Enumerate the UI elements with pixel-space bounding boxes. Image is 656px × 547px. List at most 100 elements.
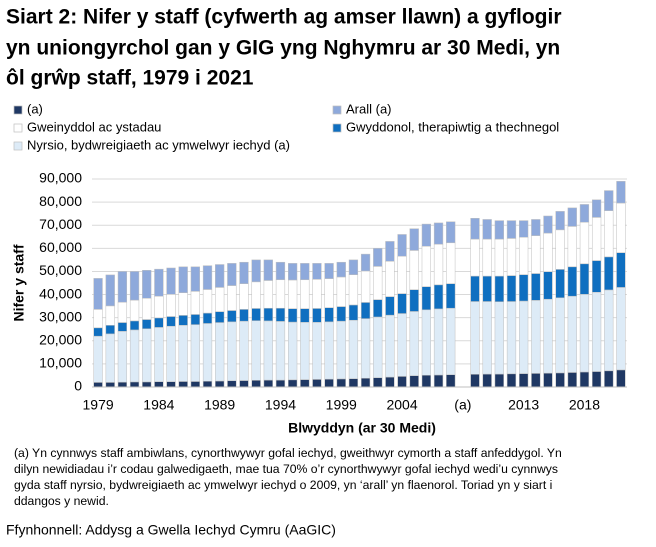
- bar-segment: [591, 217, 602, 261]
- bar-segment: [494, 275, 504, 302]
- bar-segment: [506, 373, 517, 388]
- bar-segment: [616, 181, 626, 204]
- bar-segment: [397, 313, 407, 377]
- bar-segment: [142, 270, 152, 299]
- legend-label: (a): [27, 101, 43, 116]
- bar-segment: [239, 320, 249, 381]
- bar-segment: [142, 381, 152, 388]
- y-tick-label: 80,000: [39, 193, 82, 209]
- bar-segment: [360, 302, 371, 319]
- bar-segment: [202, 289, 213, 314]
- legend-swatch: [13, 105, 23, 115]
- y-tick-label: 50,000: [39, 262, 82, 278]
- bar-segment: [421, 223, 432, 247]
- bar-segment: [202, 265, 213, 290]
- bar-segment: [117, 301, 128, 323]
- bar-segment: [312, 308, 322, 323]
- bar-segment: [567, 295, 577, 373]
- bar-segment: [506, 301, 517, 375]
- bar-segment: [263, 307, 273, 322]
- bar-segment: [348, 319, 359, 379]
- bar-segment: [105, 305, 115, 326]
- bar-segment: [543, 215, 553, 234]
- bar-segment: [105, 382, 115, 388]
- bar-segment: [385, 261, 395, 297]
- y-tick-label: 10,000: [39, 355, 82, 371]
- bar-segment: [348, 304, 359, 321]
- bar-segment: [117, 271, 128, 303]
- chart-title: ôl grŵp staff, 1979 i 2021: [6, 67, 254, 90]
- bar-segment: [555, 229, 565, 270]
- x-tick-label: (a): [454, 397, 471, 413]
- bar-segment: [421, 374, 432, 388]
- bar-segment: [227, 285, 237, 311]
- bar-segment: [93, 309, 103, 329]
- bar-segment: [142, 298, 152, 320]
- bar-segment: [579, 371, 590, 388]
- bar-segment: [506, 238, 517, 276]
- bar-segment: [287, 279, 298, 309]
- bar-segment: [263, 379, 273, 388]
- legend-label: Gweinyddol ac ystadau: [27, 119, 161, 134]
- y-tick-label: 70,000: [39, 216, 82, 232]
- bar-segment: [531, 273, 541, 301]
- bar-segment: [178, 266, 188, 293]
- bar-segment: [263, 320, 273, 381]
- bar-segment: [604, 289, 614, 372]
- bar-segment: [129, 299, 140, 322]
- bar-segment: [251, 380, 261, 388]
- legend-label: Nyrsio, bydwreigiaeth ac ymwelwyr iechyd…: [27, 137, 290, 152]
- chart-title: Siart 2: Nifer y staff (cyfwerth ag amse…: [6, 6, 562, 29]
- x-tick-label: 2004: [386, 397, 417, 413]
- bar-segment: [446, 374, 456, 388]
- bar-segment: [105, 325, 115, 335]
- bar-segment: [409, 250, 419, 290]
- bar-segment: [154, 268, 164, 297]
- x-tick-label: 1984: [143, 397, 174, 413]
- legend-label: Gwyddonol, therapiwtig a thechnegol: [346, 119, 559, 134]
- bar-segment: [433, 243, 444, 286]
- bar-segment: [93, 382, 103, 388]
- bar-segment: [166, 316, 176, 327]
- y-tick-label: 90,000: [39, 170, 82, 186]
- bar-segment: [604, 190, 614, 211]
- bar-segment: [336, 378, 346, 388]
- bar-segment: [215, 311, 225, 323]
- bar-segment: [482, 238, 492, 277]
- bar-segment: [324, 263, 334, 279]
- bar-segment: [142, 328, 152, 383]
- bar-segment: [336, 306, 346, 322]
- legend-swatch: [332, 123, 342, 133]
- bar-segment: [385, 376, 395, 388]
- bar-segment: [275, 307, 286, 322]
- bar-segment: [421, 286, 432, 311]
- bar-segment: [433, 374, 444, 388]
- bar-segment: [385, 296, 395, 316]
- bar-segment: [482, 373, 492, 388]
- bar-segment: [373, 377, 383, 388]
- bar-segment: [129, 271, 140, 301]
- bar-segment: [129, 381, 140, 388]
- bar-segment: [190, 324, 200, 382]
- bar-segment: [470, 238, 480, 277]
- bar-segment: [202, 312, 213, 324]
- bar-segment: [239, 309, 249, 322]
- bar-segment: [105, 333, 115, 383]
- bar-segment: [227, 263, 237, 286]
- bar-segment: [579, 263, 590, 295]
- bar-segment: [154, 295, 164, 319]
- bar-segment: [616, 369, 626, 388]
- bar-segment: [543, 372, 553, 388]
- y-tick-label: 20,000: [39, 331, 82, 347]
- bar-segment: [531, 373, 541, 388]
- x-tick-label: 1979: [83, 397, 114, 413]
- bar-segment: [567, 226, 577, 268]
- bar-segment: [555, 297, 565, 374]
- legend-swatch: [13, 141, 23, 151]
- bar-segment: [579, 294, 590, 373]
- bar-segment: [300, 279, 310, 309]
- x-tick-label: 2013: [508, 397, 539, 413]
- bar-segment: [409, 289, 419, 312]
- bar-segment: [543, 271, 553, 300]
- bar-segment: [519, 220, 529, 238]
